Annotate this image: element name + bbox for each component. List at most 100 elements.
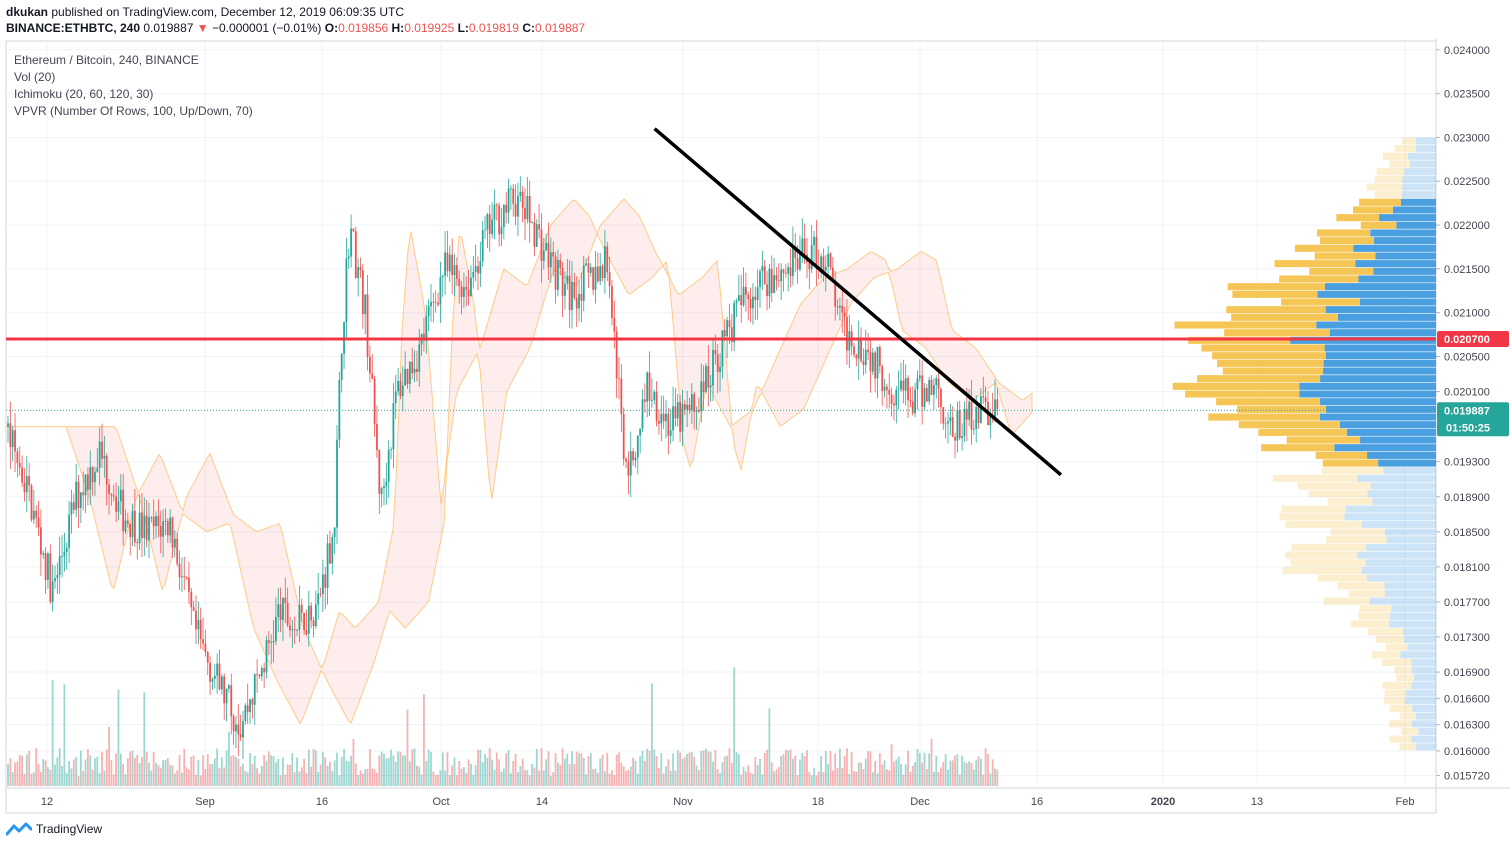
candle-body bbox=[296, 629, 298, 631]
volume-bar bbox=[488, 748, 491, 786]
vpvr-bar-down bbox=[1222, 367, 1324, 375]
candle-body bbox=[604, 246, 606, 279]
volume-bar bbox=[594, 768, 597, 786]
volume-bar bbox=[317, 771, 320, 786]
footer-brand[interactable]: TradingView bbox=[6, 822, 102, 836]
vpvr-bar-down bbox=[1297, 482, 1371, 490]
volume-bar bbox=[195, 774, 197, 786]
legend-vol[interactable]: Vol (20) bbox=[14, 70, 56, 84]
vpvr-bar-up bbox=[1411, 720, 1436, 728]
candle-body bbox=[618, 378, 620, 379]
volume-bar bbox=[824, 750, 827, 786]
volume-bar bbox=[314, 750, 317, 786]
vpvr-bar-up bbox=[1337, 313, 1436, 321]
volume-bar bbox=[965, 763, 968, 786]
legend-ichimoku[interactable]: Ichimoku (20, 60, 120, 30) bbox=[14, 87, 154, 101]
candle-body bbox=[216, 663, 219, 676]
vpvr-bar-down bbox=[1394, 666, 1412, 674]
vpvr-bar-down bbox=[1320, 237, 1374, 245]
candle-body bbox=[745, 286, 747, 295]
volume-bar bbox=[686, 753, 689, 786]
volume-bar bbox=[145, 751, 148, 786]
volume-bar bbox=[155, 763, 157, 786]
vpvr-bar-up bbox=[1339, 421, 1436, 429]
candle-body bbox=[345, 258, 348, 323]
candle-body bbox=[782, 269, 785, 274]
volume-bar bbox=[434, 775, 437, 786]
candle-body bbox=[14, 430, 16, 452]
candle-body bbox=[152, 517, 155, 527]
candle-body bbox=[460, 286, 463, 297]
candle-body bbox=[580, 294, 583, 301]
volume-bar bbox=[256, 768, 258, 786]
vpvr-bar-up bbox=[1370, 229, 1436, 237]
volume-bar bbox=[834, 753, 837, 786]
vpvr-bar-up bbox=[1389, 612, 1436, 620]
vpvr-bar-up bbox=[1324, 283, 1436, 291]
y-tick-label: 0.015720 bbox=[1444, 770, 1490, 782]
vpvr-bar-down bbox=[1389, 704, 1413, 712]
volume-bar bbox=[916, 748, 919, 786]
volume-bar bbox=[150, 770, 153, 786]
volume-bar bbox=[366, 768, 369, 786]
price-chart[interactable]: 0.024000 0.023500 0.023000 0.022500 0.022000… bbox=[0, 38, 1510, 818]
volume-bar bbox=[185, 767, 188, 786]
vpvr-bar-up bbox=[1325, 405, 1436, 413]
volume-bar bbox=[101, 751, 103, 786]
resistance-price-tag-bg bbox=[1437, 331, 1509, 347]
candle-body bbox=[444, 252, 446, 276]
y-tick-label: 0.021500 bbox=[1444, 264, 1490, 276]
volume-bar bbox=[173, 773, 176, 786]
candle-body bbox=[77, 481, 80, 508]
candle-body bbox=[300, 604, 303, 613]
volume-bar bbox=[580, 753, 583, 786]
volume-bar bbox=[406, 709, 409, 786]
volume-bar bbox=[260, 765, 263, 786]
volume-bar bbox=[164, 760, 167, 786]
volume-bar bbox=[70, 768, 73, 786]
volume-bar bbox=[921, 762, 924, 786]
volume-bar bbox=[808, 771, 811, 786]
candle-body bbox=[23, 482, 26, 493]
candle-body bbox=[430, 301, 432, 307]
volume-bar bbox=[674, 770, 677, 786]
vpvr-bar-down bbox=[1308, 490, 1368, 498]
volume-bar bbox=[427, 749, 430, 786]
candle-body bbox=[209, 662, 211, 682]
volume-bar bbox=[181, 772, 183, 786]
candle-body bbox=[829, 253, 832, 268]
volume-bar bbox=[512, 760, 515, 786]
legend-title[interactable]: Ethereum / Bitcoin, 240, BINANCE bbox=[14, 53, 199, 67]
volume-bar bbox=[126, 758, 129, 786]
y-tick-label: 0.023000 bbox=[1444, 132, 1490, 144]
candle-body bbox=[683, 404, 686, 410]
candle-body bbox=[667, 413, 670, 436]
legend-vpvr[interactable]: VPVR (Number Of Rows, 100, Up/Down, 70) bbox=[14, 104, 253, 118]
candle-body bbox=[416, 368, 418, 372]
x-tick-label: 13 bbox=[1251, 796, 1263, 808]
volume-bar bbox=[188, 769, 190, 786]
candle-body bbox=[206, 652, 209, 663]
candle-body bbox=[159, 525, 162, 537]
vpvr-bar-down bbox=[1384, 689, 1407, 697]
candle-body bbox=[646, 372, 649, 402]
candle-body bbox=[662, 413, 665, 422]
candle-body bbox=[25, 476, 28, 493]
candle-body bbox=[909, 400, 912, 402]
volume-bar bbox=[397, 751, 399, 786]
volume-bar bbox=[171, 765, 174, 786]
candle-body bbox=[641, 399, 644, 429]
open-value: 0.019856 bbox=[338, 21, 389, 35]
volume-bar bbox=[667, 759, 670, 786]
vpvr-bar-up bbox=[1373, 237, 1436, 245]
volume-bar bbox=[712, 761, 714, 786]
candle-body bbox=[573, 281, 576, 298]
author-name[interactable]: dkukan bbox=[6, 5, 49, 19]
candle-body bbox=[900, 380, 902, 390]
volume-bar bbox=[218, 767, 221, 786]
candle-body bbox=[564, 283, 566, 296]
candle-body bbox=[799, 252, 801, 270]
candle-body bbox=[947, 421, 949, 424]
volume-bar bbox=[730, 763, 733, 786]
candle-body bbox=[665, 413, 667, 422]
